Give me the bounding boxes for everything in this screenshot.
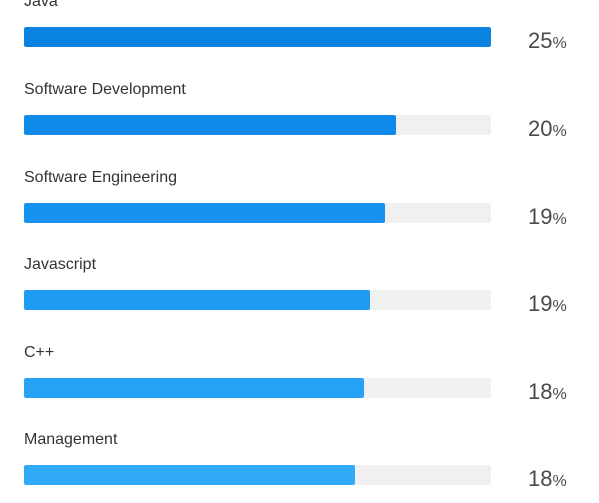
skill-percentage: 25%	[528, 28, 567, 53]
skill-bar-fill	[24, 378, 364, 398]
skill-label: Software Development	[24, 81, 186, 98]
skill-bar-track	[24, 465, 491, 485]
skill-row-software-engineering: Software Engineering 19%	[0, 168, 599, 256]
skill-row-software-development: Software Development 20%	[0, 80, 599, 168]
skill-bar-track	[24, 203, 491, 223]
skill-percentage: 18%	[528, 466, 567, 491]
skill-percentage: 19%	[528, 204, 567, 229]
skill-label: Javascript	[24, 256, 97, 273]
skill-bar-fill	[24, 115, 396, 135]
skill-row-management: Management 18%	[0, 430, 599, 503]
skill-bar-fill	[24, 203, 385, 223]
skill-percentage: 19%	[528, 291, 567, 316]
skill-bar-track	[24, 378, 491, 398]
skill-bar-fill	[24, 465, 355, 485]
skill-label: Java	[24, 0, 58, 10]
skill-label: Management	[24, 431, 118, 448]
skill-row-cpp: C++ 18%	[0, 343, 599, 431]
skill-bar-track	[24, 27, 491, 47]
skill-bar-fill	[24, 27, 491, 47]
skill-bar-track	[24, 115, 491, 135]
skill-label: C++	[24, 344, 55, 361]
skill-bar-track	[24, 290, 491, 310]
skill-row-java: Java 25%	[0, 0, 599, 80]
skill-label: Software Engineering	[24, 169, 177, 186]
skill-percentage: 18%	[528, 379, 567, 404]
skill-row-javascript: Javascript 19%	[0, 255, 599, 343]
skill-percentage: 20%	[528, 116, 567, 141]
skill-bar-fill	[24, 290, 371, 310]
